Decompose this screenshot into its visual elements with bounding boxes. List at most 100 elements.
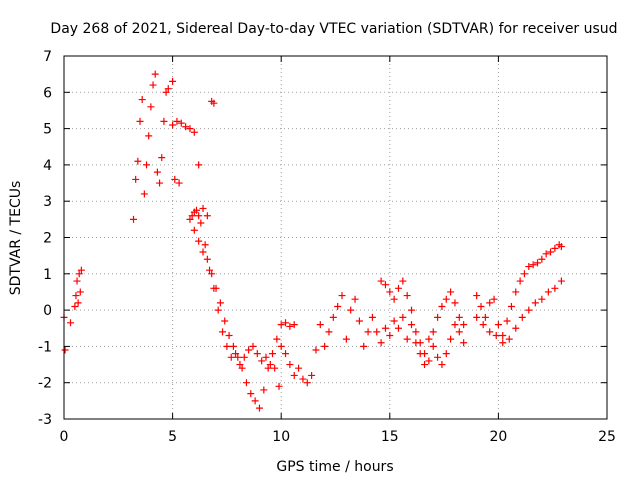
data-point — [516, 277, 524, 285]
data-point — [455, 328, 463, 336]
data-point — [347, 306, 355, 314]
data-point — [286, 322, 294, 330]
data-point — [73, 277, 81, 285]
data-point — [451, 299, 459, 307]
data-point — [229, 342, 237, 350]
data-point — [273, 335, 281, 343]
data-point — [421, 361, 429, 369]
data-point — [186, 215, 194, 223]
data-point — [434, 313, 442, 321]
data-point — [360, 342, 368, 350]
data-point — [236, 361, 244, 369]
y-axis-label: SDTVAR / TECUs — [8, 181, 24, 296]
data-point — [429, 342, 437, 350]
data-point — [308, 371, 316, 379]
data-points — [60, 70, 565, 412]
data-point — [164, 85, 172, 93]
data-point — [403, 292, 411, 300]
data-point — [208, 270, 216, 278]
data-point — [394, 324, 402, 332]
data-point — [492, 332, 500, 340]
y-tick-label: -3 — [38, 412, 52, 428]
data-point — [525, 263, 533, 271]
data-point — [238, 364, 246, 372]
data-point — [182, 123, 190, 131]
data-point — [377, 277, 385, 285]
data-point — [416, 339, 424, 347]
data-point — [251, 397, 259, 405]
data-point — [190, 128, 198, 136]
data-point — [201, 241, 209, 249]
data-point — [434, 353, 442, 361]
data-point — [195, 212, 203, 220]
data-point — [481, 313, 489, 321]
data-point — [373, 328, 381, 336]
data-point — [212, 284, 220, 292]
y-tick-label: 7 — [43, 49, 52, 65]
data-point — [190, 226, 198, 234]
x-tick-label: 15 — [381, 429, 399, 445]
data-point — [188, 212, 196, 220]
data-point — [325, 328, 333, 336]
data-point — [290, 371, 298, 379]
data-point — [364, 328, 372, 336]
data-point — [210, 99, 218, 107]
data-point — [473, 313, 481, 321]
data-point — [158, 154, 166, 162]
data-point — [538, 255, 546, 263]
data-point — [286, 361, 294, 369]
data-point — [156, 179, 164, 187]
data-point — [221, 317, 229, 325]
data-point — [529, 261, 537, 269]
data-point — [408, 306, 416, 314]
data-point — [132, 175, 140, 183]
data-point — [171, 175, 179, 183]
data-point — [551, 244, 559, 252]
y-tick-label: 3 — [43, 194, 52, 210]
data-point — [258, 357, 266, 365]
data-point — [199, 248, 207, 256]
data-point — [399, 277, 407, 285]
data-point — [351, 295, 359, 303]
data-point — [538, 295, 546, 303]
data-point — [557, 243, 565, 251]
data-point — [447, 288, 455, 296]
x-tick-label: 20 — [489, 429, 507, 445]
data-point — [219, 328, 227, 336]
data-point — [290, 321, 298, 329]
data-point — [225, 332, 233, 340]
data-point — [455, 313, 463, 321]
data-point — [67, 319, 75, 327]
data-point — [275, 382, 283, 390]
data-point — [234, 353, 242, 361]
data-point — [533, 259, 541, 267]
data-point — [447, 335, 455, 343]
data-point — [143, 161, 151, 169]
data-point — [195, 161, 203, 169]
y-tick-label: 2 — [43, 231, 52, 247]
data-point — [203, 255, 211, 263]
data-point — [399, 313, 407, 321]
data-point — [186, 125, 194, 133]
data-point — [425, 335, 433, 343]
chart-title: Day 268 of 2021, Sidereal Day-to-day VTE… — [50, 21, 617, 37]
data-point — [312, 346, 320, 354]
y-tick-label: -2 — [38, 376, 52, 392]
data-point — [499, 332, 507, 340]
data-point — [197, 219, 205, 227]
data-point — [206, 266, 214, 274]
data-point — [412, 328, 420, 336]
data-point — [390, 317, 398, 325]
data-point — [216, 299, 224, 307]
data-point — [403, 335, 411, 343]
data-point — [72, 292, 80, 300]
x-axis-label: GPS time / hours — [276, 459, 393, 475]
data-point — [551, 284, 559, 292]
data-point — [460, 321, 468, 329]
x-tick-label: 5 — [168, 429, 177, 445]
data-point — [253, 350, 261, 358]
data-point — [138, 96, 146, 104]
data-point — [262, 353, 270, 361]
data-point — [242, 379, 250, 387]
data-point — [390, 295, 398, 303]
